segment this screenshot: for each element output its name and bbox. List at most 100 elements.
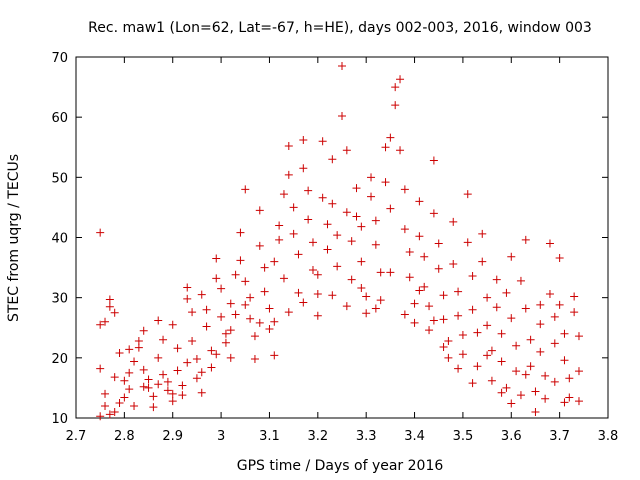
- x-tick-label: 2.8: [114, 429, 135, 444]
- data-point: [352, 212, 361, 221]
- y-axis-label: STEC from uqrg / TECUs: [6, 154, 22, 322]
- x-tick-label: 3.1: [259, 429, 280, 444]
- data-point: [202, 322, 211, 331]
- data-point: [250, 332, 259, 341]
- data-point: [367, 192, 376, 201]
- data-point: [342, 208, 351, 217]
- data-point: [512, 341, 521, 350]
- y-tick-label: 10: [51, 412, 68, 427]
- data-point: [574, 332, 583, 341]
- data-point: [207, 363, 216, 372]
- data-point: [521, 370, 530, 379]
- data-point: [270, 317, 279, 326]
- y-tick-label: 60: [51, 111, 68, 126]
- data-point: [512, 367, 521, 376]
- data-point: [550, 339, 559, 348]
- data-point: [342, 302, 351, 311]
- data-point: [521, 304, 530, 313]
- data-point: [139, 326, 148, 335]
- data-point: [483, 321, 492, 330]
- data-point: [541, 371, 550, 380]
- data-point: [565, 393, 574, 402]
- data-point: [439, 291, 448, 300]
- data-point: [405, 273, 414, 282]
- data-point: [212, 274, 221, 283]
- data-point: [96, 228, 105, 237]
- data-point: [308, 265, 317, 274]
- data-point: [458, 330, 467, 339]
- data-point: [550, 377, 559, 386]
- data-point: [115, 349, 124, 358]
- data-point: [545, 239, 554, 248]
- x-tick-label: 3.6: [501, 429, 522, 444]
- data-point: [313, 311, 322, 320]
- data-point: [550, 312, 559, 321]
- data-point: [574, 367, 583, 376]
- data-point: [410, 318, 419, 327]
- data-point: [105, 295, 114, 304]
- data-point: [101, 389, 110, 398]
- data-point: [444, 353, 453, 362]
- data-point: [221, 329, 230, 338]
- data-point: [202, 305, 211, 314]
- data-point: [183, 358, 192, 367]
- data-point: [507, 399, 516, 408]
- x-tick-label: 3.3: [356, 429, 377, 444]
- data-point: [555, 253, 564, 262]
- x-axis: 2.7 2.8 2.9 3 3.1 3.2 3.3 3.4 3.5 3.6 3.7 3.8: [66, 57, 618, 444]
- x-tick-label: 3.5: [453, 429, 474, 444]
- data-points: [96, 62, 583, 421]
- data-point: [241, 300, 250, 309]
- data-point: [125, 385, 134, 394]
- data-point: [526, 362, 535, 371]
- data-point: [410, 299, 419, 308]
- data-point: [144, 375, 153, 384]
- data-point: [400, 225, 409, 234]
- data-point: [212, 350, 221, 359]
- data-point: [347, 237, 356, 246]
- data-point: [120, 376, 129, 385]
- data-point: [478, 229, 487, 238]
- data-point: [197, 368, 206, 377]
- data-point: [352, 184, 361, 193]
- data-point: [246, 314, 255, 323]
- data-point: [188, 336, 197, 345]
- data-point: [434, 239, 443, 248]
- data-point: [468, 379, 477, 388]
- data-point: [415, 286, 424, 295]
- data-point: [323, 245, 332, 254]
- data-point: [101, 401, 110, 410]
- data-point: [502, 383, 511, 392]
- data-point: [207, 346, 216, 355]
- data-point: [439, 315, 448, 324]
- data-point: [405, 247, 414, 256]
- plot-frame: [75, 56, 609, 419]
- data-point: [362, 309, 371, 318]
- data-point: [473, 362, 482, 371]
- data-point: [429, 156, 438, 165]
- data-point: [487, 346, 496, 355]
- data-point: [473, 328, 482, 337]
- data-point: [468, 272, 477, 281]
- data-point: [308, 238, 317, 247]
- data-point: [536, 347, 545, 356]
- data-point: [192, 355, 201, 364]
- data-point: [386, 268, 395, 277]
- data-point: [192, 374, 201, 383]
- data-point: [454, 287, 463, 296]
- data-point: [536, 300, 545, 309]
- data-point: [381, 178, 390, 187]
- data-point: [178, 381, 187, 390]
- data-point: [468, 305, 477, 314]
- data-point: [255, 318, 264, 327]
- data-point: [299, 164, 308, 173]
- data-point: [391, 83, 400, 92]
- data-point: [144, 383, 153, 392]
- data-point: [221, 338, 230, 347]
- data-point: [454, 364, 463, 373]
- data-point: [154, 316, 163, 325]
- data-point: [492, 303, 501, 312]
- data-point: [449, 259, 458, 268]
- data-point: [163, 377, 172, 386]
- data-point: [105, 302, 114, 311]
